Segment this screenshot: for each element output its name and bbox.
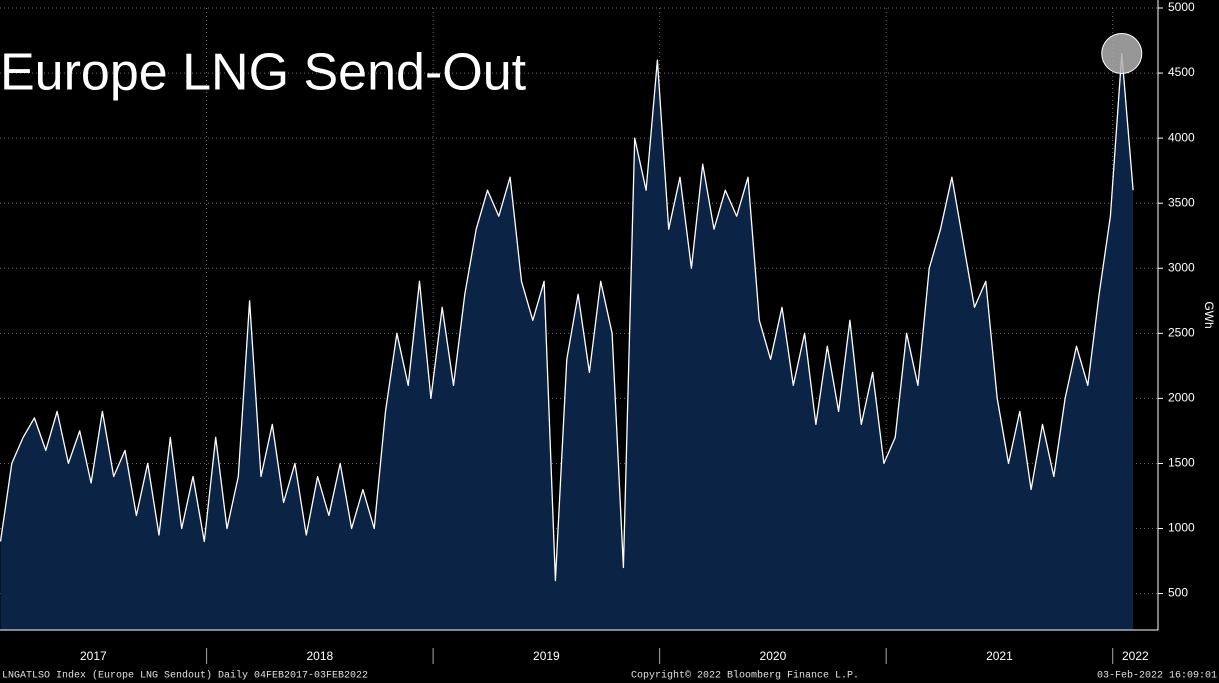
footer-right: 03-Feb-2022 16:09:01 <box>1097 670 1217 682</box>
footer-center: Copyright© 2022 Bloomberg Finance L.P. <box>631 670 859 682</box>
x-tick-label: 2018 <box>307 649 334 663</box>
y-tick-label: 4000 <box>1168 130 1195 144</box>
y-axis-label: GWh <box>1202 301 1216 328</box>
x-tick-label: 2019 <box>533 649 560 663</box>
y-tick-label: 3000 <box>1168 260 1195 274</box>
chart-title: Europe LNG Send-Out <box>0 44 527 102</box>
x-tick-label: 2017 <box>80 649 107 663</box>
area <box>0 53 1134 630</box>
highlight-marker <box>1101 33 1143 75</box>
y-tick-label: 5000 <box>1168 0 1195 14</box>
x-tick-label: 2020 <box>760 649 787 663</box>
x-tick-label: 2022 <box>1122 649 1149 663</box>
y-tick-label: 2500 <box>1168 325 1195 339</box>
y-tick-label: 4500 <box>1168 65 1195 79</box>
y-tick-label: 1000 <box>1168 521 1195 535</box>
line <box>0 52 1134 582</box>
y-tick-label: 1500 <box>1168 456 1195 470</box>
plot-area <box>0 7 1158 630</box>
y-tick-label: 500 <box>1168 586 1188 600</box>
x-tick-label: 2021 <box>986 649 1013 663</box>
y-tick-label: 2000 <box>1168 391 1195 405</box>
y-tick-label: 3500 <box>1168 195 1195 209</box>
footer-left: LNGATLSO Index (Europe LNG Sendout) Dail… <box>2 670 368 682</box>
